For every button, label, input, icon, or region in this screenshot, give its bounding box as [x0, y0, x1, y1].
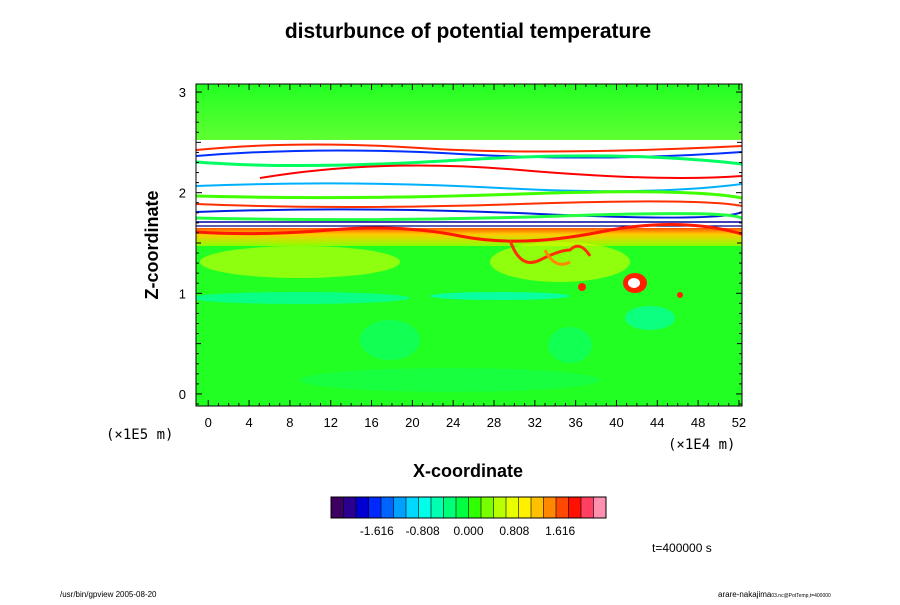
- yellow-patch: [200, 246, 400, 278]
- colorbar-segment: [531, 497, 544, 518]
- yellow-patch: [490, 242, 630, 282]
- x-tick-label: 4: [245, 415, 252, 430]
- y-tick-label: 2: [179, 186, 186, 201]
- colorbar-segment: [581, 497, 594, 518]
- x-tick-label: 40: [609, 415, 623, 430]
- y-axis-label: Z-coordinate: [142, 190, 162, 299]
- hot-blob: [677, 292, 683, 298]
- colorbar-tick-label: 0.808: [499, 524, 529, 538]
- plume: [543, 249, 571, 266]
- negative-patch: [360, 320, 420, 360]
- top-layer: [196, 84, 742, 140]
- colorbar-segment: [443, 497, 457, 518]
- x-tick-label: 24: [446, 415, 460, 430]
- colorbar-segment: [506, 497, 519, 518]
- colorbar-segment: [381, 497, 394, 518]
- colorbar-segment: [406, 497, 419, 518]
- negative-band: [430, 292, 570, 300]
- negative-patch: [548, 327, 592, 363]
- colorbar-segment: [468, 497, 482, 518]
- x-tick-label: 28: [487, 415, 501, 430]
- colorbar-segment: [431, 497, 444, 518]
- x-tick-label: 36: [568, 415, 582, 430]
- footer-right-main: arare-nakajima: [718, 590, 772, 599]
- footer-right: arare-nakajima03.nc@PotTemp,t=400000: [718, 590, 831, 599]
- x-tick-label: 48: [691, 415, 705, 430]
- colorbar-frame: [330, 496, 607, 519]
- x-tick-label: 20: [405, 415, 419, 430]
- y-tick-label: 1: [179, 286, 186, 301]
- chart-title: disturbunce of potential temperature: [285, 20, 651, 43]
- colorbar-segment: [331, 497, 344, 518]
- x-tick-label: 12: [323, 415, 337, 430]
- plot-frame: [195, 83, 743, 407]
- x-tick-label: 8: [286, 415, 293, 430]
- x-tick-label: 0: [205, 415, 212, 430]
- y-scale-note: (×1E5 m): [106, 427, 173, 443]
- x-tick-label: 32: [528, 415, 542, 430]
- hot-blob: [578, 283, 586, 291]
- colorbar-segment: [481, 497, 494, 518]
- positive-band-edge: [196, 222, 742, 243]
- footer-right-small: 03.nc@PotTemp,t=400000: [771, 593, 831, 599]
- x-scale-note: (×1E4 m): [668, 437, 735, 453]
- y-axis-ticks: 0 1 2 3: [179, 85, 742, 405]
- colorbar-segment: [556, 497, 569, 518]
- x-tick-label: 44: [650, 415, 664, 430]
- colorbar-tick-label: -1.616: [360, 524, 394, 538]
- negative-band: [625, 306, 675, 330]
- colorbar-ticks: -1.616 -0.808 0.000 0.808 1.616: [360, 524, 576, 538]
- colorbar-segment: [493, 497, 507, 518]
- colorbar: [330, 496, 607, 519]
- colorbar-segment: [543, 497, 557, 518]
- colorbar-segment: [368, 497, 382, 518]
- colorbar-segment: [343, 497, 357, 518]
- negative-patch: [300, 368, 600, 392]
- hot-blob-core: [628, 278, 640, 288]
- y-tick-label: 0: [179, 387, 186, 402]
- colorbar-segment: [356, 497, 369, 518]
- y-tick-label: 3: [179, 85, 186, 100]
- x-tick-label: 16: [364, 415, 378, 430]
- colorbar-segment: [593, 497, 607, 518]
- footer-left: /usr/bin/gpview 2005-08-20: [60, 590, 157, 599]
- x-tick-label: 52: [732, 415, 746, 430]
- x-axis-label: X-coordinate: [413, 461, 523, 481]
- upper-layer-streaks: [196, 143, 742, 227]
- colorbar-segment: [518, 497, 532, 518]
- plume: [508, 239, 592, 264]
- colorbar-tick-label: 1.616: [545, 524, 575, 538]
- x-axis-ticks: 0 4 8 12 16 20 24 28 32 36 40 44 48 52: [205, 84, 746, 430]
- colorbar-segment: [456, 497, 469, 518]
- colorbar-segment: [393, 497, 407, 518]
- colorbar-segment: [568, 497, 582, 518]
- negative-band: [196, 292, 410, 304]
- colorbar-segment: [418, 497, 432, 518]
- time-label: t=400000 s: [652, 541, 712, 555]
- heatmap-field: [196, 84, 742, 406]
- colorbar-tick-label: -0.808: [406, 524, 440, 538]
- colorbar-tick-label: 0.000: [453, 524, 483, 538]
